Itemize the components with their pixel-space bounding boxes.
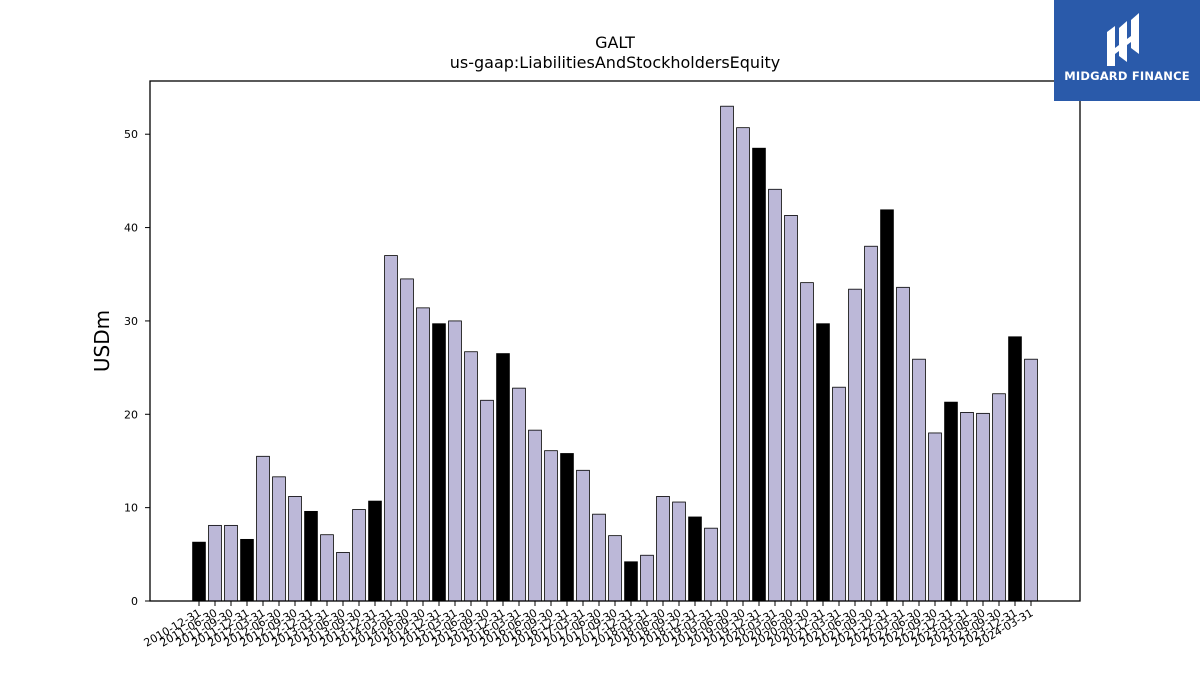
bar	[544, 450, 558, 602]
bar	[304, 510, 318, 602]
bar	[384, 255, 398, 602]
bar	[880, 209, 894, 602]
bar	[624, 561, 638, 602]
bar	[704, 527, 718, 602]
bar	[688, 516, 702, 602]
bar	[480, 399, 494, 602]
bar	[784, 215, 798, 602]
y-tick-label: 10	[124, 502, 138, 515]
bar	[592, 513, 606, 602]
bar	[992, 393, 1006, 602]
midgard-finance-logo: MIDGARD FINANCE	[1054, 0, 1200, 101]
bar	[1008, 336, 1022, 602]
bar	[560, 453, 574, 602]
bar	[576, 469, 590, 602]
bar	[336, 552, 350, 602]
bar	[832, 386, 846, 602]
logo-text: MIDGARD FINANCE	[1064, 69, 1190, 83]
bar	[816, 323, 830, 602]
chart-subtitle: us-gaap:LiabilitiesAndStockholdersEquity	[450, 53, 781, 72]
bar	[608, 535, 622, 602]
plot-frame	[149, 80, 1081, 602]
bar	[352, 509, 366, 602]
bar	[448, 320, 462, 602]
bars-group	[192, 105, 1038, 602]
bar	[272, 476, 286, 602]
bar	[192, 541, 206, 602]
bar	[768, 188, 782, 602]
y-axis: 0 10 20 30 40 50	[124, 128, 150, 608]
bar	[736, 127, 750, 602]
bar	[208, 524, 222, 602]
bar	[368, 500, 382, 602]
logo-mark-icon	[1107, 13, 1139, 66]
bar	[528, 429, 542, 602]
bar	[656, 496, 670, 602]
y-tick-label: 40	[124, 222, 138, 235]
bar	[496, 353, 510, 602]
bar	[400, 278, 414, 602]
bar	[224, 524, 238, 602]
bar	[800, 282, 814, 602]
bar	[640, 554, 654, 602]
bar	[416, 307, 430, 602]
bar	[928, 432, 942, 602]
bar	[896, 286, 910, 602]
bar	[672, 501, 686, 602]
y-tick-label: 20	[124, 408, 138, 421]
bar	[960, 412, 974, 602]
y-tick-label: 0	[131, 595, 138, 608]
x-axis: 2010-12-312011-06-302011-09-302011-12-31…	[142, 601, 1036, 650]
y-tick-label: 50	[124, 128, 138, 141]
bar	[976, 412, 990, 602]
bar	[464, 351, 478, 602]
bar	[512, 387, 526, 602]
bar	[864, 245, 878, 602]
bar	[944, 401, 958, 602]
bar	[720, 105, 734, 602]
bar	[912, 358, 926, 602]
bar	[256, 455, 270, 602]
bar	[752, 147, 766, 602]
bar	[240, 538, 254, 602]
y-axis-label: USDm	[90, 310, 114, 372]
bar	[1024, 358, 1038, 602]
bar	[320, 534, 334, 602]
chart-title: GALT	[595, 33, 635, 52]
bar	[288, 496, 302, 602]
bar	[432, 323, 446, 602]
y-tick-label: 30	[124, 315, 138, 328]
bar	[848, 288, 862, 602]
